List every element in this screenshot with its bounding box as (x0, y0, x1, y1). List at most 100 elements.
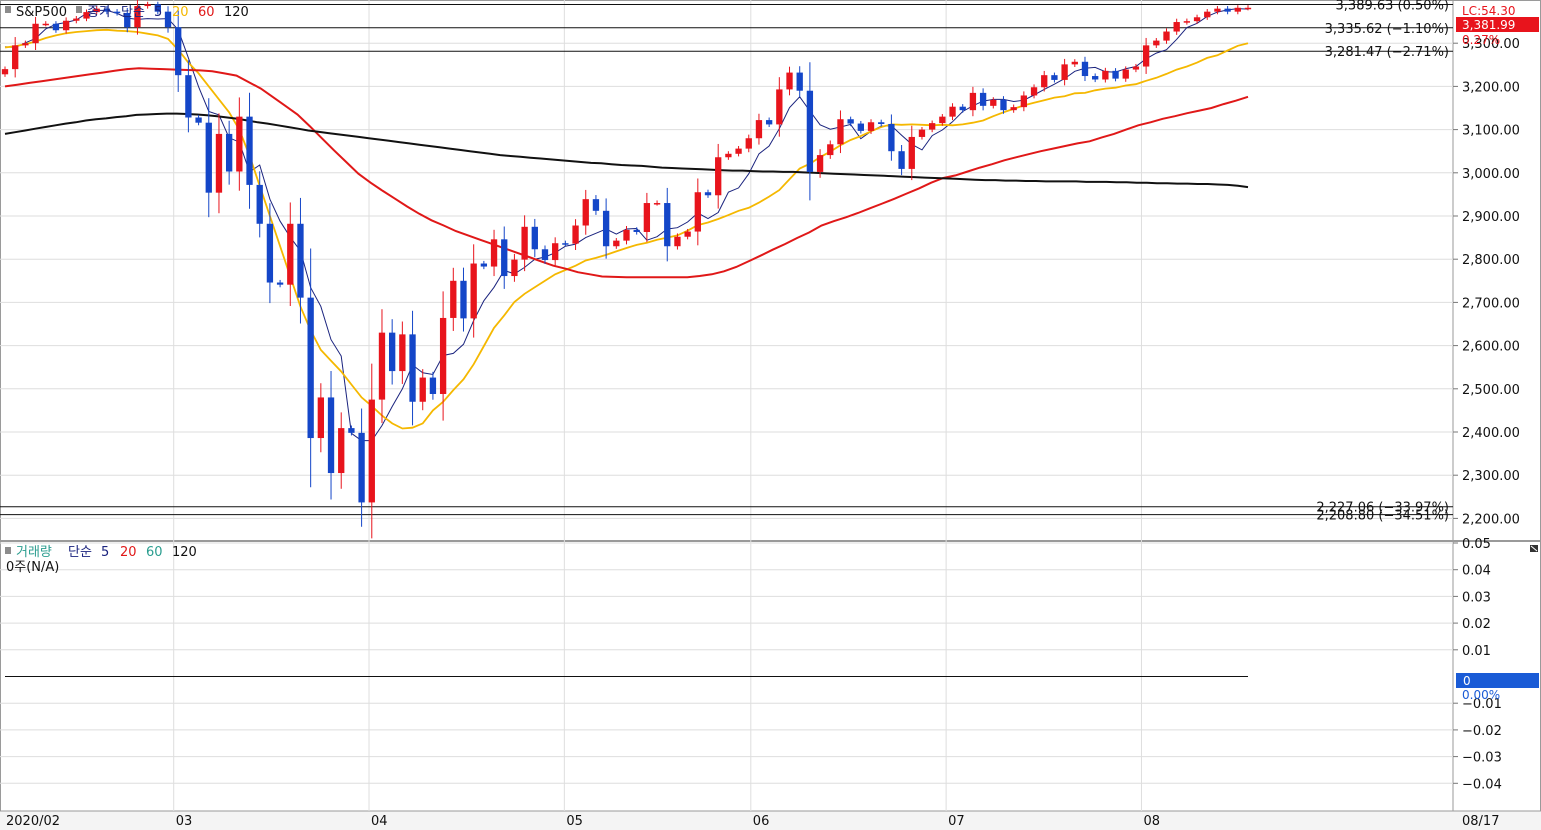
candle[interactable] (266, 223, 274, 283)
candle[interactable] (256, 184, 263, 224)
candle[interactable] (1, 69, 9, 75)
candle[interactable] (1061, 64, 1068, 80)
candle[interactable] (755, 120, 763, 139)
candle[interactable] (1071, 61, 1078, 65)
candle[interactable] (83, 12, 90, 19)
candle[interactable] (409, 334, 416, 402)
candle[interactable] (674, 236, 681, 247)
candle[interactable] (1000, 99, 1007, 111)
candle[interactable] (144, 4, 151, 7)
candle[interactable] (857, 123, 864, 131)
candle[interactable] (399, 334, 406, 372)
candle[interactable] (531, 226, 538, 250)
ma60-line[interactable] (4, 67, 1249, 279)
volume-ma120[interactable]: 120 (172, 545, 197, 560)
candle[interactable] (572, 225, 579, 244)
candle[interactable] (633, 229, 640, 232)
candle[interactable] (1081, 61, 1089, 77)
candle[interactable] (908, 136, 915, 169)
candle[interactable] (979, 92, 987, 106)
candle[interactable] (969, 92, 977, 111)
candle[interactable] (419, 377, 426, 402)
candle[interactable] (1122, 69, 1129, 79)
candle[interactable] (42, 23, 49, 26)
candle[interactable] (1153, 40, 1160, 46)
candle[interactable] (1163, 31, 1170, 41)
candle[interactable] (1214, 8, 1221, 12)
ma120-line[interactable] (4, 112, 1249, 189)
candle[interactable] (134, 6, 141, 28)
candle[interactable] (317, 397, 325, 439)
candle[interactable] (1173, 22, 1180, 32)
candle[interactable] (205, 122, 212, 193)
candle[interactable] (22, 43, 29, 46)
candle[interactable] (490, 239, 498, 267)
candle[interactable] (185, 75, 192, 118)
candle[interactable] (276, 282, 284, 285)
candle[interactable] (1030, 87, 1038, 96)
candle[interactable] (806, 90, 814, 172)
candle[interactable] (368, 399, 375, 503)
candle[interactable] (796, 72, 803, 91)
legend-ma20[interactable]: 20 (172, 5, 189, 20)
candle[interactable] (928, 123, 936, 130)
candle[interactable] (1112, 70, 1119, 79)
candle[interactable] (786, 72, 793, 90)
candle[interactable] (643, 203, 651, 232)
candle[interactable] (62, 20, 70, 31)
candle[interactable] (898, 151, 905, 169)
candle[interactable] (704, 192, 712, 196)
candle[interactable] (1142, 45, 1150, 67)
candle[interactable] (348, 428, 355, 433)
candle[interactable] (1020, 95, 1028, 108)
candle[interactable] (215, 133, 223, 193)
candle[interactable] (1193, 17, 1201, 22)
candle[interactable] (949, 106, 956, 117)
volume-pane[interactable]: 0.05 0.04 0.03 0.02 0.01 −0.01 −0.02 −0.03 −0.04 (5, 537, 1502, 792)
candle[interactable] (918, 129, 926, 137)
candle[interactable] (511, 259, 518, 277)
candle[interactable] (664, 203, 671, 247)
candle[interactable] (297, 223, 304, 298)
candle[interactable] (195, 117, 202, 123)
candle[interactable] (429, 377, 437, 394)
candle[interactable] (358, 432, 365, 503)
candle[interactable] (470, 263, 477, 319)
candle[interactable] (878, 122, 885, 124)
candle[interactable] (450, 280, 457, 318)
candle[interactable] (684, 231, 691, 237)
candle[interactable] (959, 106, 966, 111)
volume-ma20[interactable]: 20 (120, 545, 137, 560)
candle[interactable] (327, 397, 335, 474)
candle[interactable] (113, 11, 121, 14)
candle[interactable] (460, 280, 467, 319)
candle[interactable] (745, 138, 752, 149)
candle[interactable] (541, 249, 549, 261)
candle[interactable] (154, 4, 161, 12)
volume-ma60[interactable]: 60 (146, 545, 163, 560)
candle[interactable] (939, 116, 946, 124)
volume-ma5[interactable]: 5 (101, 545, 109, 560)
legend-ma120[interactable]: 120 (224, 5, 249, 20)
candle[interactable] (582, 199, 589, 226)
candle[interactable] (1010, 107, 1017, 111)
candle[interactable] (1204, 11, 1211, 18)
candle[interactable] (1132, 66, 1140, 70)
candle[interactable] (602, 210, 610, 247)
price-pane[interactable]: 3,389.63 (0.50%) 3,335.62 (−1.10%) 3,281.4… (0, 0, 1453, 539)
candle[interactable] (653, 203, 661, 205)
candle[interactable] (287, 223, 294, 285)
legend-ma60[interactable]: 60 (198, 5, 215, 20)
candle[interactable] (715, 157, 722, 196)
candle[interactable] (501, 239, 508, 277)
candle[interactable] (888, 123, 895, 152)
candle[interactable] (1102, 70, 1109, 80)
candle[interactable] (93, 8, 100, 13)
candle[interactable] (1234, 7, 1241, 12)
candle[interactable] (827, 144, 834, 156)
ma20-line[interactable] (4, 28, 1249, 430)
candle[interactable] (816, 155, 824, 172)
candle[interactable] (521, 226, 528, 260)
candle[interactable] (164, 11, 172, 28)
candle[interactable] (837, 119, 844, 145)
